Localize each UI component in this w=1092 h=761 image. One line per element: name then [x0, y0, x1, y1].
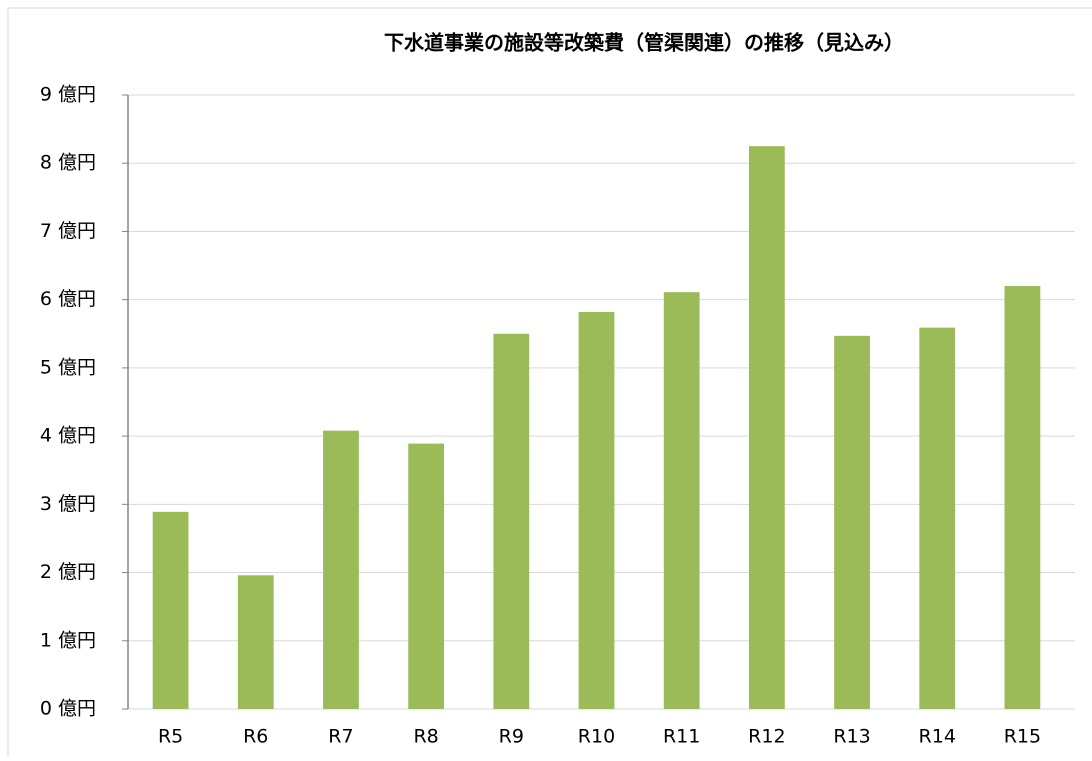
bar: [834, 335, 870, 709]
x-tick-label: R11: [663, 726, 700, 748]
bar: [152, 511, 189, 709]
y-tick-label: 5 億円: [40, 356, 96, 378]
y-tick-label: 9 億円: [40, 84, 96, 106]
bar: [408, 443, 445, 709]
bar: [663, 292, 700, 709]
x-tick-label: R7: [328, 726, 353, 748]
bar: [323, 430, 359, 709]
bar: [237, 575, 274, 709]
x-tick-label: R6: [243, 726, 268, 748]
x-tick-label: R10: [578, 726, 615, 748]
y-tick-label: 0 億円: [40, 698, 96, 720]
y-tick-label: 3 億円: [40, 493, 96, 515]
x-tick-label: R12: [748, 726, 785, 748]
y-tick-label: 4 億円: [40, 425, 96, 447]
bar: [493, 333, 530, 709]
bar: [748, 146, 785, 709]
x-tick-label: R5: [158, 726, 183, 748]
bar: [1004, 286, 1041, 709]
x-tick-label: R8: [413, 726, 438, 748]
y-tick-label: 6 億円: [40, 288, 96, 310]
chart-frame: [7, 7, 1092, 761]
y-tick-label: 7 億円: [40, 220, 96, 242]
bar: [578, 311, 615, 709]
x-tick-label: R14: [919, 726, 956, 748]
x-tick-label: R13: [833, 726, 870, 748]
y-tick-label: 2 億円: [40, 561, 96, 583]
chart-title: 下水道事業の施設等改築費（管渠関連）の推移（見込み）: [384, 31, 904, 55]
y-tick-label: 8 億円: [40, 152, 96, 174]
x-tick-label: R15: [1004, 726, 1041, 748]
bar: [919, 327, 956, 709]
x-tick-label: R9: [499, 726, 524, 748]
y-tick-label: 1 億円: [40, 629, 96, 651]
